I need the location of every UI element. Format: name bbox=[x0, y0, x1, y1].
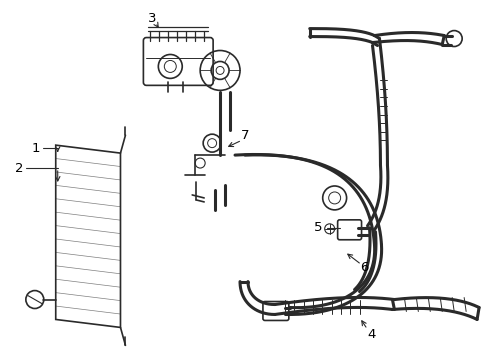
Text: 3: 3 bbox=[148, 12, 157, 25]
Text: 4: 4 bbox=[368, 328, 376, 341]
Text: 5: 5 bbox=[314, 221, 322, 234]
Text: 1: 1 bbox=[31, 141, 40, 155]
Text: 7: 7 bbox=[241, 129, 249, 142]
Text: 2: 2 bbox=[15, 162, 23, 175]
Text: 6: 6 bbox=[360, 261, 368, 274]
